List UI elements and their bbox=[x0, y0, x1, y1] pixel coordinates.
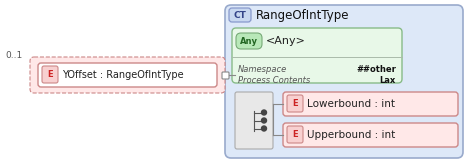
FancyBboxPatch shape bbox=[38, 63, 217, 87]
FancyBboxPatch shape bbox=[30, 57, 225, 93]
Text: Any: Any bbox=[240, 37, 258, 45]
FancyBboxPatch shape bbox=[287, 126, 303, 143]
Text: Lowerbound : int: Lowerbound : int bbox=[307, 99, 395, 109]
FancyBboxPatch shape bbox=[225, 5, 463, 158]
FancyBboxPatch shape bbox=[236, 33, 262, 49]
Text: YOffset : RangeOfIntType: YOffset : RangeOfIntType bbox=[62, 70, 184, 80]
FancyBboxPatch shape bbox=[222, 72, 229, 79]
Text: E: E bbox=[292, 130, 298, 139]
FancyBboxPatch shape bbox=[232, 28, 402, 83]
FancyBboxPatch shape bbox=[287, 95, 303, 112]
Circle shape bbox=[262, 118, 266, 123]
Text: CT: CT bbox=[234, 10, 246, 20]
Text: RangeOfIntType: RangeOfIntType bbox=[256, 8, 349, 22]
Text: Lax: Lax bbox=[380, 76, 396, 85]
Text: ##other: ##other bbox=[356, 65, 396, 74]
Circle shape bbox=[262, 126, 266, 131]
Text: 0..1: 0..1 bbox=[5, 51, 22, 59]
Text: Process Contents: Process Contents bbox=[238, 76, 310, 85]
Text: Upperbound : int: Upperbound : int bbox=[307, 130, 395, 140]
Circle shape bbox=[262, 110, 266, 115]
FancyBboxPatch shape bbox=[283, 92, 458, 116]
FancyBboxPatch shape bbox=[283, 123, 458, 147]
Text: E: E bbox=[47, 70, 53, 79]
Text: E: E bbox=[292, 99, 298, 108]
FancyBboxPatch shape bbox=[229, 8, 251, 22]
FancyBboxPatch shape bbox=[42, 66, 58, 83]
Text: <Any>: <Any> bbox=[266, 36, 306, 46]
Text: Namespace: Namespace bbox=[238, 65, 287, 74]
FancyBboxPatch shape bbox=[235, 92, 273, 149]
